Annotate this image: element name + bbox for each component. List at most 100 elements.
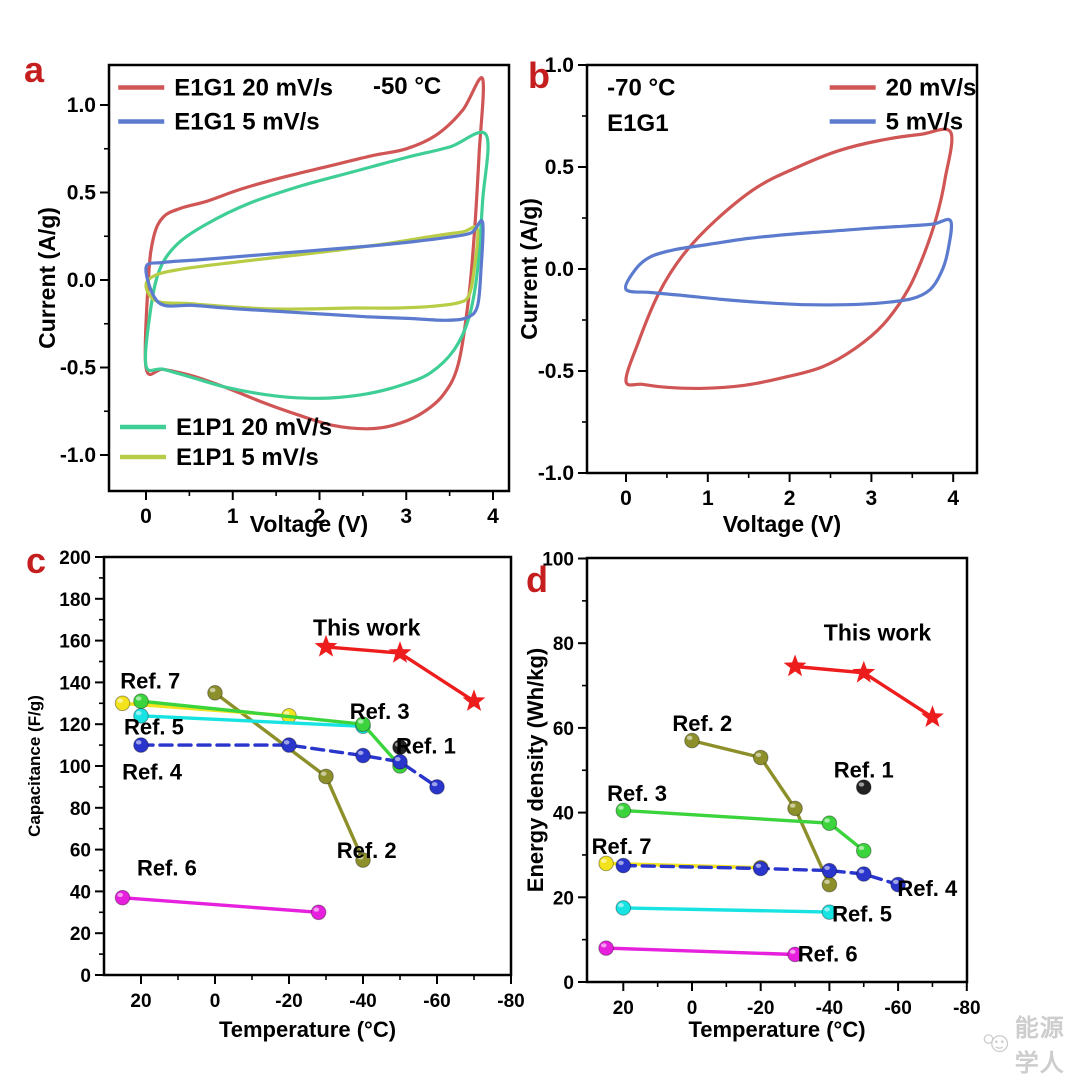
y-tick-label: 20 bbox=[70, 924, 91, 945]
marker-ref-3 bbox=[355, 716, 371, 732]
marker-ref-2 bbox=[752, 749, 769, 766]
annotation-e1g1: E1G1 bbox=[607, 110, 668, 137]
annotation-ref-3: Ref. 3 bbox=[607, 781, 667, 806]
y-tick-label: 100 bbox=[542, 550, 574, 571]
x-tick-label: -20 bbox=[747, 998, 774, 1019]
marker-ref-4 bbox=[429, 779, 445, 795]
y-tick-label: 60 bbox=[70, 841, 91, 862]
y-tick-label: -1.0 bbox=[60, 444, 96, 467]
marker-ref-2 bbox=[355, 852, 371, 868]
legend-item-e1p1-20-mv-s: E1P1 20 mV/s bbox=[119, 414, 332, 441]
marker-ref-7 bbox=[114, 695, 131, 712]
x-axis-label: Temperature (°C) bbox=[219, 1017, 396, 1042]
panel-d-energy-density-chart: 20 0 -20 -40 -60 -80 0 20 40 60 80 100 Temperature (… bbox=[523, 550, 981, 1043]
annotation-ref-5: Ref. 5 bbox=[832, 902, 892, 927]
marker-ref-5 bbox=[615, 900, 632, 916]
panel-b-cv-chart: 0 1 2 3 4 -1.0 -0.5 0.0 0.5 1.0 Voltage (V) Current… bbox=[520, 54, 979, 537]
marker-ref-4 bbox=[133, 737, 149, 753]
panel-letter-c: c bbox=[26, 540, 46, 581]
y-tick-label: 40 bbox=[70, 882, 91, 903]
x-tick-label: 20 bbox=[130, 991, 151, 1012]
y-tick-label: 0 bbox=[80, 966, 91, 987]
watermark: 能源学人 bbox=[982, 1008, 1080, 1078]
y-tick-label: 0.5 bbox=[67, 182, 97, 205]
y-axis-label: Current (A/g) bbox=[34, 207, 60, 349]
annotation-this-work: This work bbox=[824, 619, 932, 645]
series-e1p1-5-mv-s bbox=[144, 225, 480, 311]
annotation-ref-7: Ref. 7 bbox=[592, 834, 652, 859]
x-tick-label: 2 bbox=[784, 487, 796, 510]
annotation-ref-1: Ref. 1 bbox=[834, 758, 894, 783]
legend-label: 5 mV/s bbox=[886, 108, 963, 135]
marker-ref-4 bbox=[821, 862, 838, 879]
marker-ref-4 bbox=[281, 737, 297, 753]
marker-ref-4 bbox=[752, 860, 769, 877]
y-tick-label: 1.0 bbox=[545, 54, 574, 77]
marker-ref-5 bbox=[821, 904, 838, 920]
y-tick-label: -0.5 bbox=[60, 357, 97, 380]
x-tick-label: -20 bbox=[275, 991, 302, 1012]
y-tick-label: 140 bbox=[59, 673, 91, 694]
x-axis-label: Temperature (°C) bbox=[688, 1017, 865, 1042]
legend-item-e1g1-5-mv-s: E1G1 5 mV/s bbox=[118, 109, 320, 136]
plot-frame bbox=[102, 555, 513, 977]
legend-label: E1P1 20 mV/s bbox=[176, 414, 332, 441]
y-tick-label: 0.0 bbox=[67, 269, 96, 292]
x-axis-label: Voltage (V) bbox=[250, 511, 368, 537]
marker-ref-5 bbox=[133, 708, 149, 724]
y-axis-label: Capacitance (F/g) bbox=[25, 695, 44, 837]
y-tick-label: 180 bbox=[59, 590, 91, 611]
y-tick-label: 60 bbox=[553, 719, 574, 740]
marker-star-this-work bbox=[921, 705, 944, 727]
ghost-face-logo bbox=[983, 1034, 1009, 1053]
series-line-ref-6 bbox=[120, 896, 321, 914]
marker-ref-6 bbox=[787, 946, 803, 963]
x-tick-label: 2 bbox=[314, 505, 326, 528]
marker-ref-4 bbox=[890, 876, 906, 893]
y-tick-label: 120 bbox=[59, 715, 91, 736]
y-tick-label: 200 bbox=[59, 548, 91, 569]
marker-ref-6 bbox=[310, 904, 327, 921]
plot-frame bbox=[585, 63, 979, 475]
x-tick-label: 3 bbox=[400, 505, 412, 528]
y-tick-label: -0.5 bbox=[538, 360, 575, 383]
legend-label: E1G1 5 mV/s bbox=[174, 109, 319, 136]
panel-letter-b: b bbox=[528, 55, 550, 96]
x-tick-label: -60 bbox=[423, 991, 450, 1012]
x-tick-label: -40 bbox=[816, 998, 843, 1019]
legend-label: E1P1 5 mV/s bbox=[176, 444, 319, 471]
y-tick-label: 20 bbox=[553, 888, 574, 909]
series-e1p1-20-mv-s bbox=[143, 130, 490, 400]
marker-ref-2 bbox=[207, 685, 223, 701]
marker-ref-6 bbox=[114, 889, 131, 906]
legend-item-e1g1-20-mv-s: E1G1 20 mV/s bbox=[118, 75, 333, 102]
marker-ref-4 bbox=[392, 754, 408, 770]
series-5-mv-s bbox=[623, 217, 954, 307]
series-e1g1-20-mv-s bbox=[143, 76, 485, 431]
annotation-ref-4: Ref. 4 bbox=[897, 876, 958, 901]
y-axis-label: Current (A/g) bbox=[520, 198, 542, 340]
marker-ref-7 bbox=[598, 855, 614, 872]
series-line-ref-4 bbox=[139, 743, 439, 789]
marker-star-this-work bbox=[783, 654, 807, 677]
marker-ref-1 bbox=[392, 739, 408, 755]
y-tick-label: 0 bbox=[563, 973, 574, 994]
marker-ref-4 bbox=[615, 857, 632, 874]
marker-star-this-work bbox=[314, 634, 338, 657]
y-axis-label: Energy density (Wh/kg) bbox=[523, 648, 548, 892]
marker-ref-4 bbox=[355, 747, 371, 764]
marker-ref-3 bbox=[615, 802, 632, 819]
y-tick-label: 1.0 bbox=[67, 94, 96, 117]
annotation-ref-2: Ref. 2 bbox=[337, 838, 397, 863]
x-tick-label: 0 bbox=[210, 991, 221, 1012]
annotation-ref-7: Ref. 7 bbox=[120, 669, 180, 694]
series-line-ref-4 bbox=[621, 863, 900, 887]
x-tick-label: 4 bbox=[947, 487, 959, 510]
y-tick-label: 80 bbox=[553, 634, 574, 655]
marker-star-this-work bbox=[852, 660, 876, 683]
watermark-text: 能源学人 bbox=[1014, 1015, 1065, 1077]
panel-letter-a: a bbox=[24, 49, 45, 90]
legend-item-e1p1-5-mv-s: E1P1 5 mV/s bbox=[119, 444, 319, 471]
series-e1g1-5-mv-s bbox=[144, 219, 485, 322]
